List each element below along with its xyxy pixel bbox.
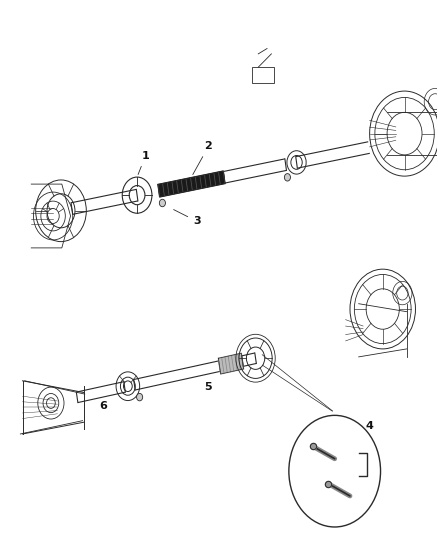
Text: 2: 2 bbox=[193, 141, 212, 174]
Circle shape bbox=[284, 174, 290, 181]
Text: 6: 6 bbox=[99, 401, 107, 411]
Polygon shape bbox=[219, 353, 244, 374]
Text: 4: 4 bbox=[365, 421, 373, 431]
Circle shape bbox=[159, 199, 166, 207]
Polygon shape bbox=[158, 171, 225, 197]
Text: 5: 5 bbox=[204, 382, 212, 392]
Text: 1: 1 bbox=[138, 151, 149, 174]
Circle shape bbox=[137, 393, 143, 401]
Text: 3: 3 bbox=[173, 209, 201, 227]
Circle shape bbox=[289, 415, 381, 527]
